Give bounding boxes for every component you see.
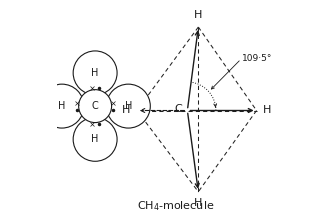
Text: H: H xyxy=(58,101,66,111)
Text: H: H xyxy=(194,198,202,208)
Text: C: C xyxy=(92,101,99,111)
Circle shape xyxy=(73,117,117,161)
Circle shape xyxy=(73,51,117,95)
Circle shape xyxy=(106,84,150,128)
Text: H: H xyxy=(92,68,99,78)
Circle shape xyxy=(40,84,84,128)
Circle shape xyxy=(79,90,112,123)
Text: C: C xyxy=(175,104,182,114)
Text: 109·5°: 109·5° xyxy=(242,54,273,63)
Text: H: H xyxy=(194,10,202,21)
Text: H: H xyxy=(263,105,271,116)
Text: CH$_4$-molecule: CH$_4$-molecule xyxy=(137,199,214,213)
Text: H: H xyxy=(122,105,130,116)
Text: H: H xyxy=(125,101,132,111)
Text: H: H xyxy=(92,134,99,144)
